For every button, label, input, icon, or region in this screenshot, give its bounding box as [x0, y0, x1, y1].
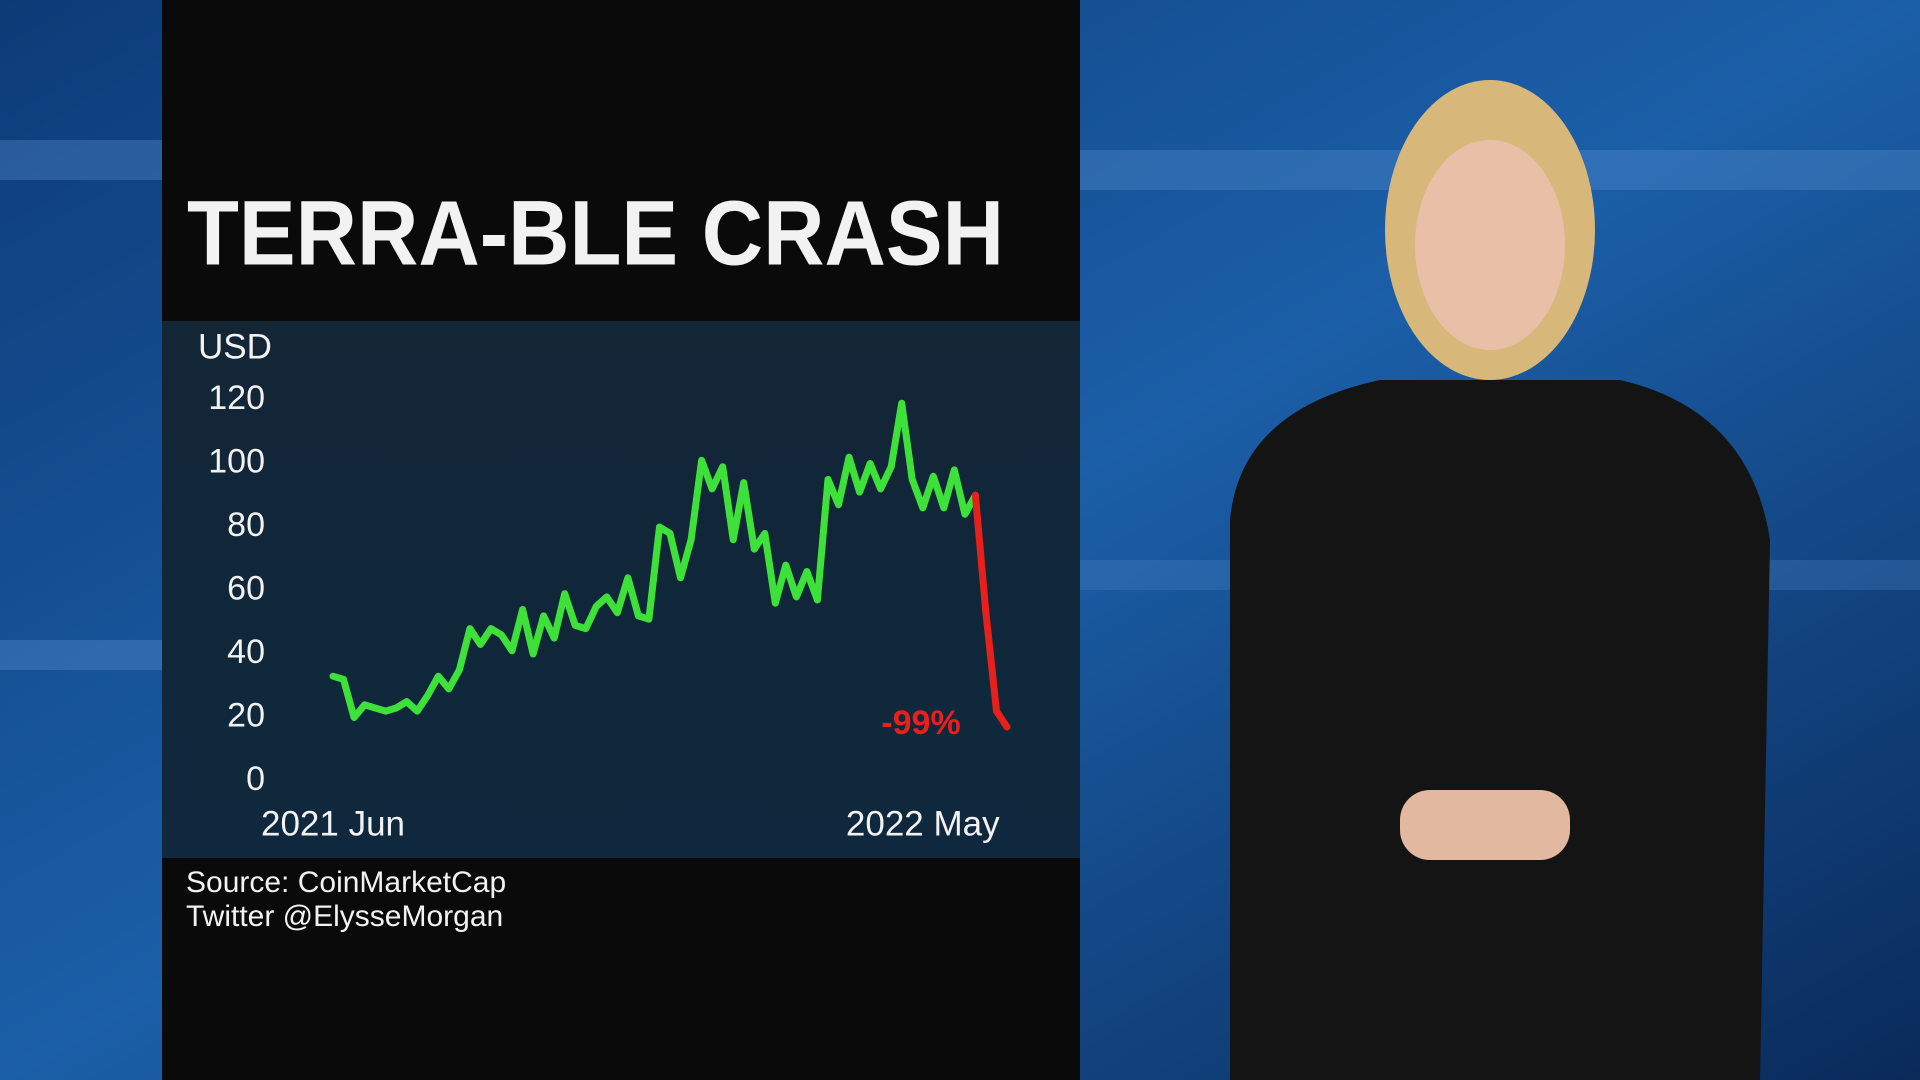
annotation: -99%: [881, 704, 960, 742]
y-tick-label: 80: [227, 506, 265, 544]
y-tick-label: 20: [227, 696, 265, 734]
source-line: Twitter @ElysseMorgan: [186, 900, 503, 933]
series-line: [329, 399, 979, 721]
y-tick-label: 100: [208, 442, 265, 480]
series-line: [971, 491, 1011, 731]
source-line: Source: CoinMarketCap: [186, 866, 506, 899]
y-tick-label: 60: [227, 569, 265, 607]
chart-title: TERRA-BLE CRASH: [187, 182, 1004, 284]
y-axis-label: USD: [198, 327, 272, 366]
y-tick-label: 120: [208, 379, 265, 417]
studio-light: [0, 640, 162, 670]
y-tick-label: 0: [246, 760, 265, 798]
x-tick-label: 2021 Jun: [261, 804, 405, 843]
presenter: [1230, 80, 1770, 1080]
studio-light: [0, 140, 162, 180]
y-tick-label: 40: [227, 633, 265, 671]
x-tick-label: 2022 May: [846, 804, 1000, 843]
